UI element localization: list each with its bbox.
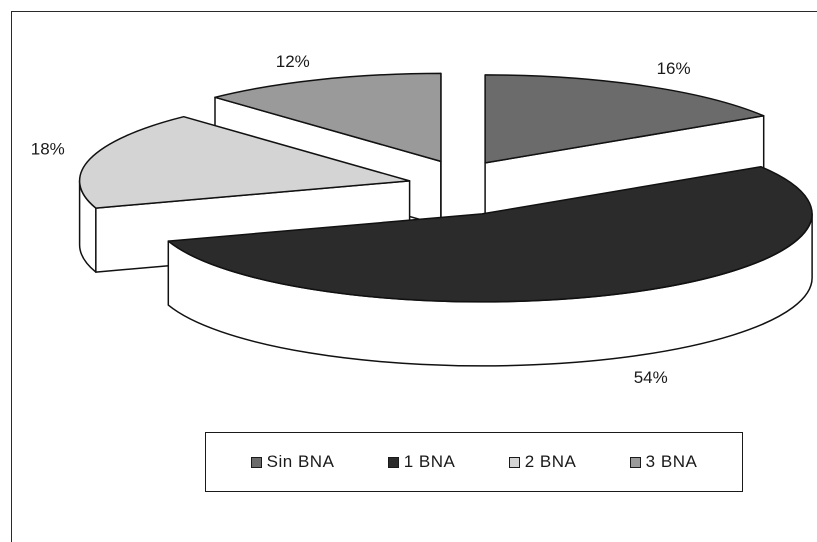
legend-label: 3 BNA (645, 452, 698, 471)
pie-slices (78, 72, 813, 367)
slice-top-2-bna (78, 115, 411, 209)
legend-swatch (629, 456, 641, 468)
chart-frame (11, 11, 817, 542)
pie-labels: 16% 54% 18% 12% (31, 52, 691, 387)
legend-item-sin-bna: Sin BNA (250, 452, 335, 472)
legend-swatch (387, 456, 399, 468)
legend-item-3-bna: 3 BNA (629, 452, 698, 472)
legend-label: Sin BNA (266, 452, 335, 471)
slice-top-3-bna (214, 72, 442, 163)
legend-item-1-bna: 1 BNA (387, 452, 456, 472)
legend-label: 1 BNA (403, 452, 456, 471)
legend-item-2-bna: 2 BNA (508, 452, 577, 472)
slice-label-3-bna: 12% (276, 52, 310, 71)
slice-label-1-bna: 54% (634, 368, 668, 387)
slice-label-2-bna: 18% (31, 139, 65, 158)
slice-top-1-bna (167, 165, 813, 303)
legend-swatch (250, 456, 262, 468)
slice-top-sin-bna (484, 74, 765, 164)
legend-label: 2 BNA (524, 452, 577, 471)
slice-label-sin-bna: 16% (657, 59, 691, 78)
legend-swatch (508, 456, 520, 468)
legend: Sin BNA 1 BNA 2 BNA 3 BNA (205, 432, 743, 492)
